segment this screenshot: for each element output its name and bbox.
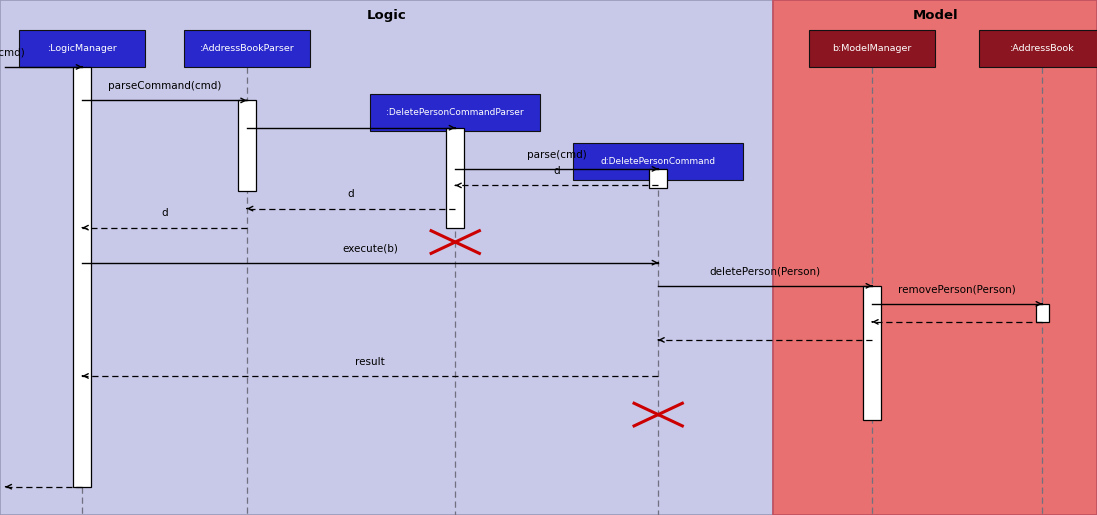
Bar — [1036, 304, 1049, 322]
Text: :AddressBook: :AddressBook — [1010, 44, 1074, 53]
Text: b:ModelManager: b:ModelManager — [833, 44, 912, 53]
Bar — [773, 0, 1097, 515]
Text: execute(b): execute(b) — [342, 244, 398, 253]
Text: parse(cmd): parse(cmd) — [527, 150, 587, 160]
Text: d: d — [553, 166, 561, 176]
Text: result: result — [355, 357, 385, 367]
Text: deletePerson(Person): deletePerson(Person) — [710, 267, 821, 277]
Text: d:DeletePersonCommand: d:DeletePersonCommand — [601, 157, 715, 166]
Bar — [979, 30, 1097, 67]
Bar — [649, 169, 667, 188]
Bar — [573, 143, 744, 180]
Text: :AddressBookParser: :AddressBookParser — [200, 44, 294, 53]
Text: Logic: Logic — [366, 9, 407, 22]
Bar — [184, 30, 310, 67]
Bar — [19, 30, 145, 67]
Text: Model: Model — [913, 9, 958, 22]
Bar — [370, 94, 540, 131]
Text: :LogicManager: :LogicManager — [47, 44, 117, 53]
Text: d: d — [348, 190, 354, 199]
Bar — [73, 67, 91, 487]
Bar — [446, 128, 464, 228]
Bar — [810, 30, 935, 67]
Text: d: d — [161, 209, 168, 218]
Text: execute(cmd): execute(cmd) — [0, 48, 25, 58]
Text: :DeletePersonCommandParser: :DeletePersonCommandParser — [386, 108, 524, 117]
Bar — [0, 0, 773, 515]
Text: removePerson(Person): removePerson(Person) — [898, 285, 1016, 295]
Text: parseCommand(cmd): parseCommand(cmd) — [108, 81, 222, 91]
Bar — [863, 286, 881, 420]
Bar — [238, 100, 256, 191]
